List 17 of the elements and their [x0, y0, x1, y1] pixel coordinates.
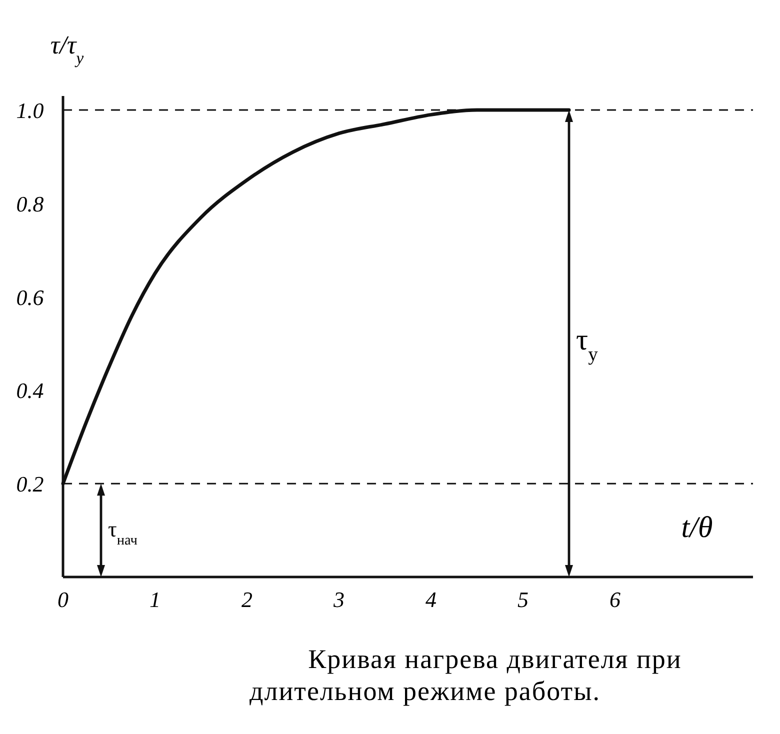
x-tick-label: 3	[332, 587, 344, 612]
text: Кривая нагрева двигателя при длительном режиме работы.	[250, 644, 682, 706]
y-axis-title: τ/τ$_{у}$	[50, 30, 84, 68]
x-tick-label: 5	[518, 587, 528, 612]
x-tick-label: 4	[426, 587, 436, 612]
y-tick-label: 0.6	[16, 284, 44, 310]
annotation: τ$_{у}$	[576, 324, 598, 366]
annotation: τ$_{нач}$	[108, 516, 138, 548]
x-tick-label: 2	[242, 587, 252, 612]
y-tick-label: 1.0	[16, 98, 44, 124]
x-tick-label: 0	[58, 587, 68, 612]
x-tick-label: 6	[610, 587, 620, 612]
x-axis-title: t/θ	[681, 511, 713, 544]
y-tick-label: 0.4	[16, 378, 44, 404]
x-tick-label: 1	[150, 587, 160, 612]
y-tick-label: 0.2	[16, 472, 44, 497]
y-tick-label: 0.8	[16, 191, 44, 216]
